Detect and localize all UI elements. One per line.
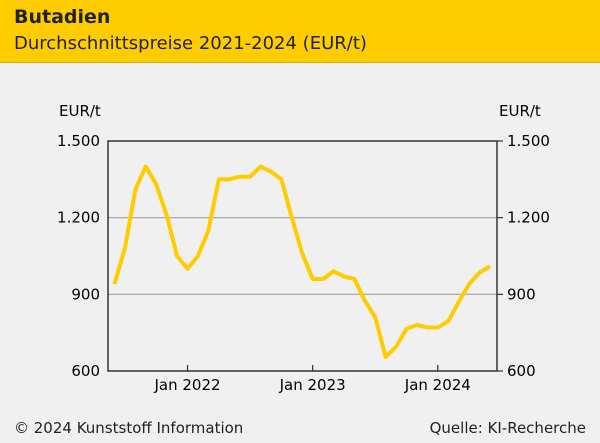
y-tick-label-right: 1.200: [507, 209, 550, 227]
y-tick-label-right: 900: [507, 285, 536, 303]
x-tick-label: Jan 2022: [153, 376, 220, 394]
x-tick-label: Jan 2023: [279, 376, 346, 394]
series-line-butadien: [112, 164, 492, 359]
chart-title: Butadien: [14, 6, 111, 28]
y-tick-label-left: 1.500: [57, 132, 100, 150]
x-tick-label: Jan 2024: [404, 376, 471, 394]
chart-header: Butadien Durchschnittspreise 2021-2024 (…: [0, 0, 600, 63]
y-tick-label-right: 1.500: [507, 132, 550, 150]
source-note: Quelle: KI-Recherche: [429, 419, 586, 437]
y-axis-label-left: EUR/t: [59, 102, 101, 120]
plot-frame: [107, 140, 498, 372]
copyright-note: © 2024 Kunststoff Information: [14, 419, 244, 437]
y-tick-label-left: 900: [71, 285, 100, 303]
y-tick-label-left: 1.200: [57, 209, 100, 227]
y-axis-label-right: EUR/t: [499, 102, 541, 120]
y-tick-label-right: 600: [507, 362, 536, 380]
chart-subtitle: Durchschnittspreise 2021-2024 (EUR/t): [14, 33, 367, 54]
y-tick-label-left: 600: [71, 362, 100, 380]
